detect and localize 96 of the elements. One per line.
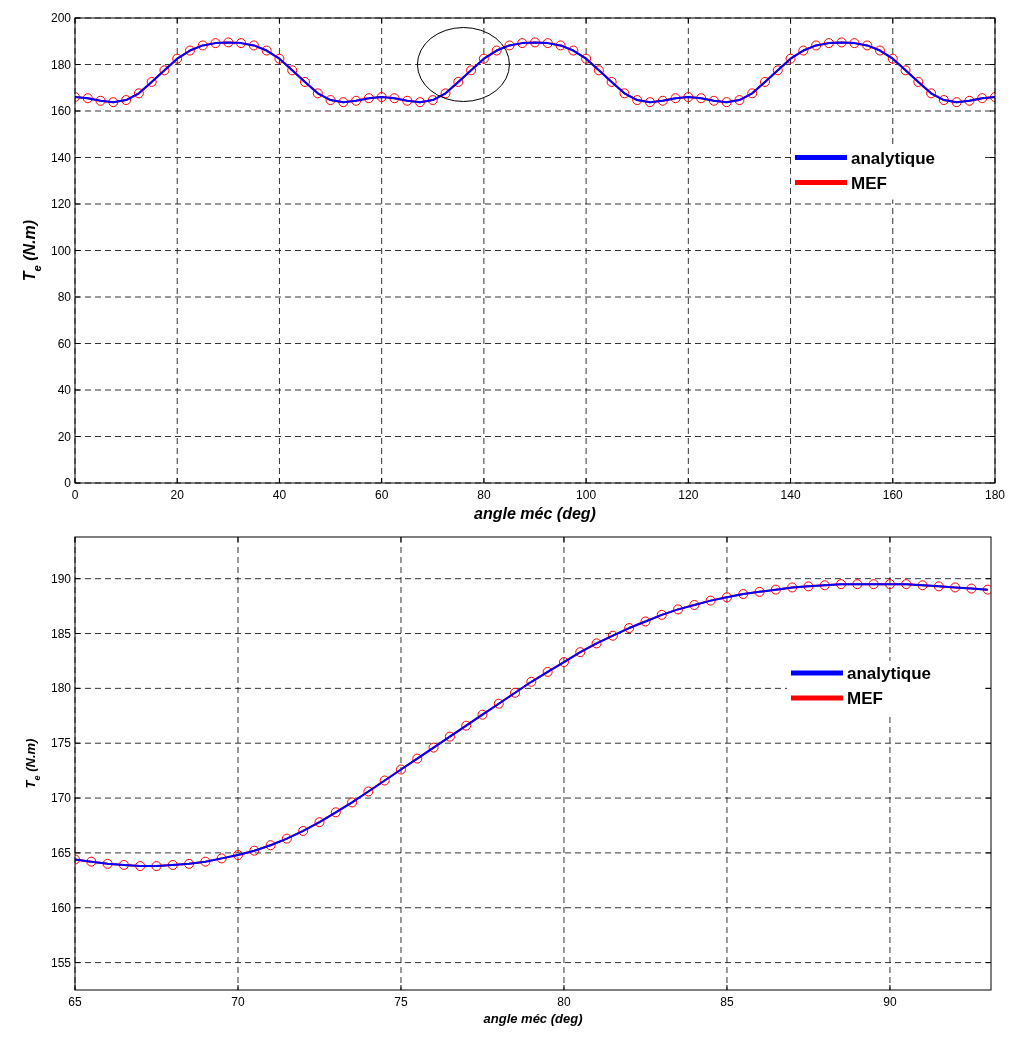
point bbox=[721, 592, 732, 603]
point bbox=[314, 817, 325, 828]
x-tick-label: 180 bbox=[984, 488, 1006, 502]
point bbox=[249, 845, 260, 856]
point bbox=[705, 595, 716, 606]
point bbox=[395, 764, 406, 775]
y-tick-label: 200 bbox=[50, 11, 72, 25]
legend-label: MEF bbox=[851, 173, 887, 193]
point bbox=[461, 720, 472, 731]
point bbox=[510, 687, 521, 698]
legend-label: analytique bbox=[847, 664, 932, 684]
point bbox=[966, 583, 977, 594]
point bbox=[86, 856, 97, 867]
y-tick-label: 180 bbox=[50, 57, 72, 72]
point bbox=[542, 666, 553, 677]
x-axis-title: angle méc (deg) bbox=[483, 1011, 583, 1026]
point bbox=[933, 581, 944, 592]
point bbox=[184, 858, 195, 869]
x-tick-label: 100 bbox=[576, 488, 597, 502]
point bbox=[656, 609, 667, 620]
point bbox=[428, 742, 439, 753]
point bbox=[135, 861, 146, 872]
point bbox=[118, 859, 129, 870]
point bbox=[151, 861, 162, 872]
point bbox=[868, 579, 879, 590]
point bbox=[689, 600, 700, 611]
point bbox=[493, 698, 504, 709]
point bbox=[281, 833, 292, 844]
point bbox=[200, 856, 211, 867]
y-tick-label: 155 bbox=[50, 955, 72, 970]
x-tick-label: 160 bbox=[882, 488, 904, 502]
point bbox=[330, 807, 341, 818]
legend-label: MEF bbox=[847, 689, 883, 709]
point bbox=[884, 579, 895, 590]
point bbox=[738, 589, 749, 600]
point bbox=[917, 580, 928, 591]
point bbox=[265, 840, 276, 851]
y-tick-label: 60 bbox=[57, 336, 72, 351]
x-tick-label: 80 bbox=[477, 488, 491, 502]
y-tick-label: 160 bbox=[50, 104, 72, 118]
y-tick-label: 140 bbox=[50, 150, 72, 165]
x-tick-label: 65 bbox=[68, 995, 82, 1009]
x-tick-label: 120 bbox=[678, 488, 699, 502]
point bbox=[607, 630, 618, 641]
y-tick-label: 170 bbox=[50, 791, 72, 806]
point bbox=[558, 657, 569, 668]
point bbox=[640, 616, 651, 627]
y-tick-label: 80 bbox=[57, 290, 72, 304]
y-tick-label: 100 bbox=[50, 243, 72, 258]
x-axis-title: angle méc (deg) bbox=[474, 505, 596, 522]
y-tick-label: 175 bbox=[50, 736, 72, 751]
point bbox=[232, 850, 243, 861]
point bbox=[167, 859, 178, 870]
point bbox=[901, 579, 912, 590]
x-tick-label: 40 bbox=[272, 488, 287, 502]
point bbox=[379, 775, 390, 786]
point bbox=[624, 623, 635, 634]
point bbox=[754, 586, 765, 597]
point bbox=[363, 786, 374, 797]
x-tick-label: 85 bbox=[720, 995, 734, 1009]
point bbox=[444, 731, 455, 742]
point bbox=[216, 853, 227, 864]
y-tick-label: 40 bbox=[57, 383, 72, 397]
point bbox=[591, 638, 602, 649]
x-tick-label: 60 bbox=[374, 488, 389, 502]
point bbox=[298, 825, 309, 836]
x-tick-label: 80 bbox=[557, 995, 571, 1009]
y-tick-label: 190 bbox=[50, 571, 72, 586]
point bbox=[477, 709, 488, 720]
y-tick-label: 20 bbox=[57, 429, 72, 444]
y-tick-label: 160 bbox=[50, 900, 72, 915]
point bbox=[770, 584, 781, 595]
point bbox=[852, 579, 863, 590]
point bbox=[819, 580, 830, 591]
point bbox=[347, 797, 358, 808]
point bbox=[982, 584, 991, 595]
point bbox=[950, 582, 961, 593]
y-tick-label: 180 bbox=[50, 681, 72, 696]
x-tick-label: 90 bbox=[883, 995, 897, 1009]
point bbox=[673, 604, 684, 615]
point bbox=[526, 676, 537, 687]
legend-label: analytique bbox=[851, 148, 936, 168]
point bbox=[803, 581, 814, 592]
point bbox=[787, 582, 798, 593]
point bbox=[575, 647, 586, 658]
x-tick-label: 140 bbox=[780, 488, 801, 502]
point bbox=[412, 753, 423, 764]
x-tick-label: 70 bbox=[231, 995, 245, 1009]
y-tick-label: 165 bbox=[50, 845, 72, 860]
y-tick-label: 120 bbox=[50, 197, 72, 211]
point bbox=[836, 579, 847, 590]
y-tick-label: 0 bbox=[64, 476, 72, 490]
x-tick-label: 75 bbox=[394, 995, 408, 1009]
y-tick-label: 185 bbox=[50, 626, 72, 641]
point bbox=[102, 858, 113, 869]
x-tick-label: 20 bbox=[170, 488, 185, 502]
